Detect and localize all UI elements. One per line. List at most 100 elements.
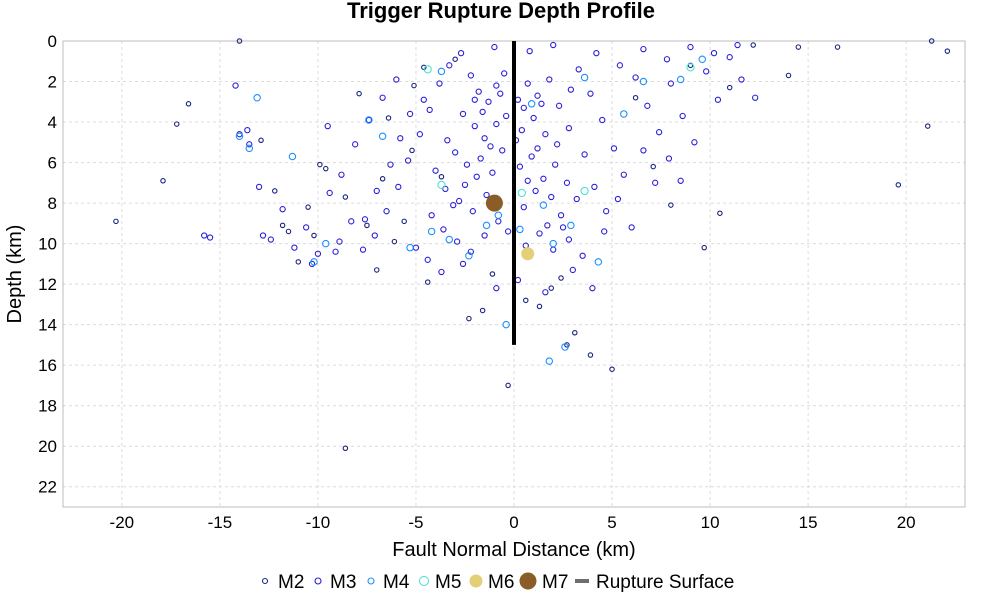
m4-point bbox=[545, 357, 554, 365]
m2-point bbox=[295, 259, 302, 265]
m3-point bbox=[520, 104, 527, 112]
m4-point bbox=[427, 227, 436, 236]
m2-point bbox=[236, 38, 243, 44]
m2-point bbox=[409, 147, 415, 154]
m2-point bbox=[424, 279, 431, 285]
m3-point bbox=[655, 129, 663, 136]
m3-point bbox=[432, 167, 439, 174]
m4-point bbox=[561, 343, 569, 351]
m3-point bbox=[652, 179, 659, 186]
m2-point bbox=[160, 178, 166, 184]
m3-point bbox=[591, 183, 598, 191]
m2-point bbox=[834, 44, 841, 50]
m2-point bbox=[701, 244, 707, 251]
m2-point bbox=[717, 210, 723, 216]
m3-point bbox=[589, 285, 596, 292]
legend-m2-label: M2 bbox=[278, 572, 304, 593]
m3-point bbox=[493, 82, 500, 89]
m3-point bbox=[436, 80, 443, 87]
m3-point bbox=[373, 187, 380, 195]
m3-point bbox=[477, 155, 484, 162]
m3-point bbox=[348, 218, 355, 225]
m3-point bbox=[471, 122, 478, 130]
m4-point bbox=[567, 221, 575, 230]
m2-point bbox=[895, 182, 902, 188]
m3-point bbox=[569, 266, 576, 274]
m3-point bbox=[710, 50, 718, 57]
m3-point bbox=[302, 224, 310, 231]
m4-point bbox=[482, 221, 491, 230]
m4-point bbox=[245, 144, 254, 153]
data-points bbox=[113, 38, 951, 451]
m3-point bbox=[565, 124, 573, 132]
m3-point bbox=[371, 232, 378, 239]
m3-point bbox=[291, 244, 298, 251]
y-tick-label: 10 bbox=[38, 235, 57, 254]
m3-point bbox=[493, 285, 500, 292]
m2-point bbox=[364, 222, 370, 229]
m3-point bbox=[518, 126, 525, 134]
m2-point bbox=[173, 121, 180, 127]
m3-point bbox=[314, 250, 322, 257]
m2-point bbox=[668, 202, 674, 208]
m2-point bbox=[650, 163, 656, 170]
chart-title: Trigger Rupture Depth Profile bbox=[347, 0, 655, 23]
m3-point bbox=[581, 151, 588, 158]
m3-point bbox=[514, 96, 522, 103]
legend-m7-label: M7 bbox=[542, 572, 568, 593]
legend-m3-label: M3 bbox=[330, 572, 356, 593]
m3-point bbox=[552, 161, 559, 168]
m3-point bbox=[332, 248, 339, 255]
m3-point bbox=[379, 94, 386, 101]
m3-point bbox=[667, 80, 675, 87]
y-tick-label: 8 bbox=[48, 194, 57, 213]
legend: M2 M3 M4 M5 M6 M7 Rupture Surface bbox=[261, 572, 734, 593]
m4-point bbox=[288, 152, 297, 161]
m5-point bbox=[517, 188, 526, 198]
m3-point bbox=[397, 135, 404, 142]
m3-point bbox=[452, 149, 459, 156]
m3-point bbox=[244, 126, 251, 134]
m3-point bbox=[463, 161, 471, 168]
m3-point bbox=[563, 179, 571, 186]
x-tick-label: 20 bbox=[897, 513, 916, 532]
m3-point bbox=[610, 145, 618, 152]
m2-point bbox=[258, 137, 264, 144]
m2-point bbox=[411, 82, 417, 89]
y-tick-label: 16 bbox=[38, 356, 57, 375]
y-tick-label: 2 bbox=[48, 73, 57, 92]
m4-point bbox=[378, 132, 387, 140]
m2-point bbox=[342, 194, 349, 200]
m2-point bbox=[391, 238, 398, 245]
m2-point bbox=[452, 56, 458, 62]
m2-point bbox=[323, 165, 329, 172]
m3-point bbox=[587, 90, 594, 97]
m2-point bbox=[536, 303, 543, 310]
m4-point bbox=[445, 235, 454, 244]
legend-rupture-surface-label: Rupture Surface bbox=[596, 572, 734, 593]
legend-m3-swatch bbox=[314, 577, 322, 585]
m3-point bbox=[601, 228, 608, 235]
m3-point bbox=[387, 161, 394, 168]
m3-point bbox=[530, 114, 537, 122]
m3-point bbox=[524, 80, 531, 87]
m3-point bbox=[450, 201, 457, 209]
m3-point bbox=[469, 208, 476, 215]
m4-point bbox=[465, 252, 473, 260]
m2-point bbox=[272, 188, 278, 194]
y-tick-label: 18 bbox=[38, 397, 57, 416]
m3-point bbox=[599, 116, 606, 124]
m3-point bbox=[206, 234, 214, 241]
m3-point bbox=[555, 102, 563, 109]
m3-point bbox=[336, 238, 343, 245]
m4-point bbox=[494, 211, 503, 219]
m3-point bbox=[393, 76, 400, 83]
m3-point bbox=[467, 248, 475, 255]
m3-point bbox=[352, 141, 359, 148]
x-tick-label: 0 bbox=[509, 513, 518, 532]
m3-point bbox=[524, 177, 531, 184]
m3-point bbox=[255, 183, 263, 191]
m3-point bbox=[526, 47, 533, 55]
x-tick-label: -20 bbox=[110, 513, 135, 532]
m2-point bbox=[587, 352, 594, 358]
